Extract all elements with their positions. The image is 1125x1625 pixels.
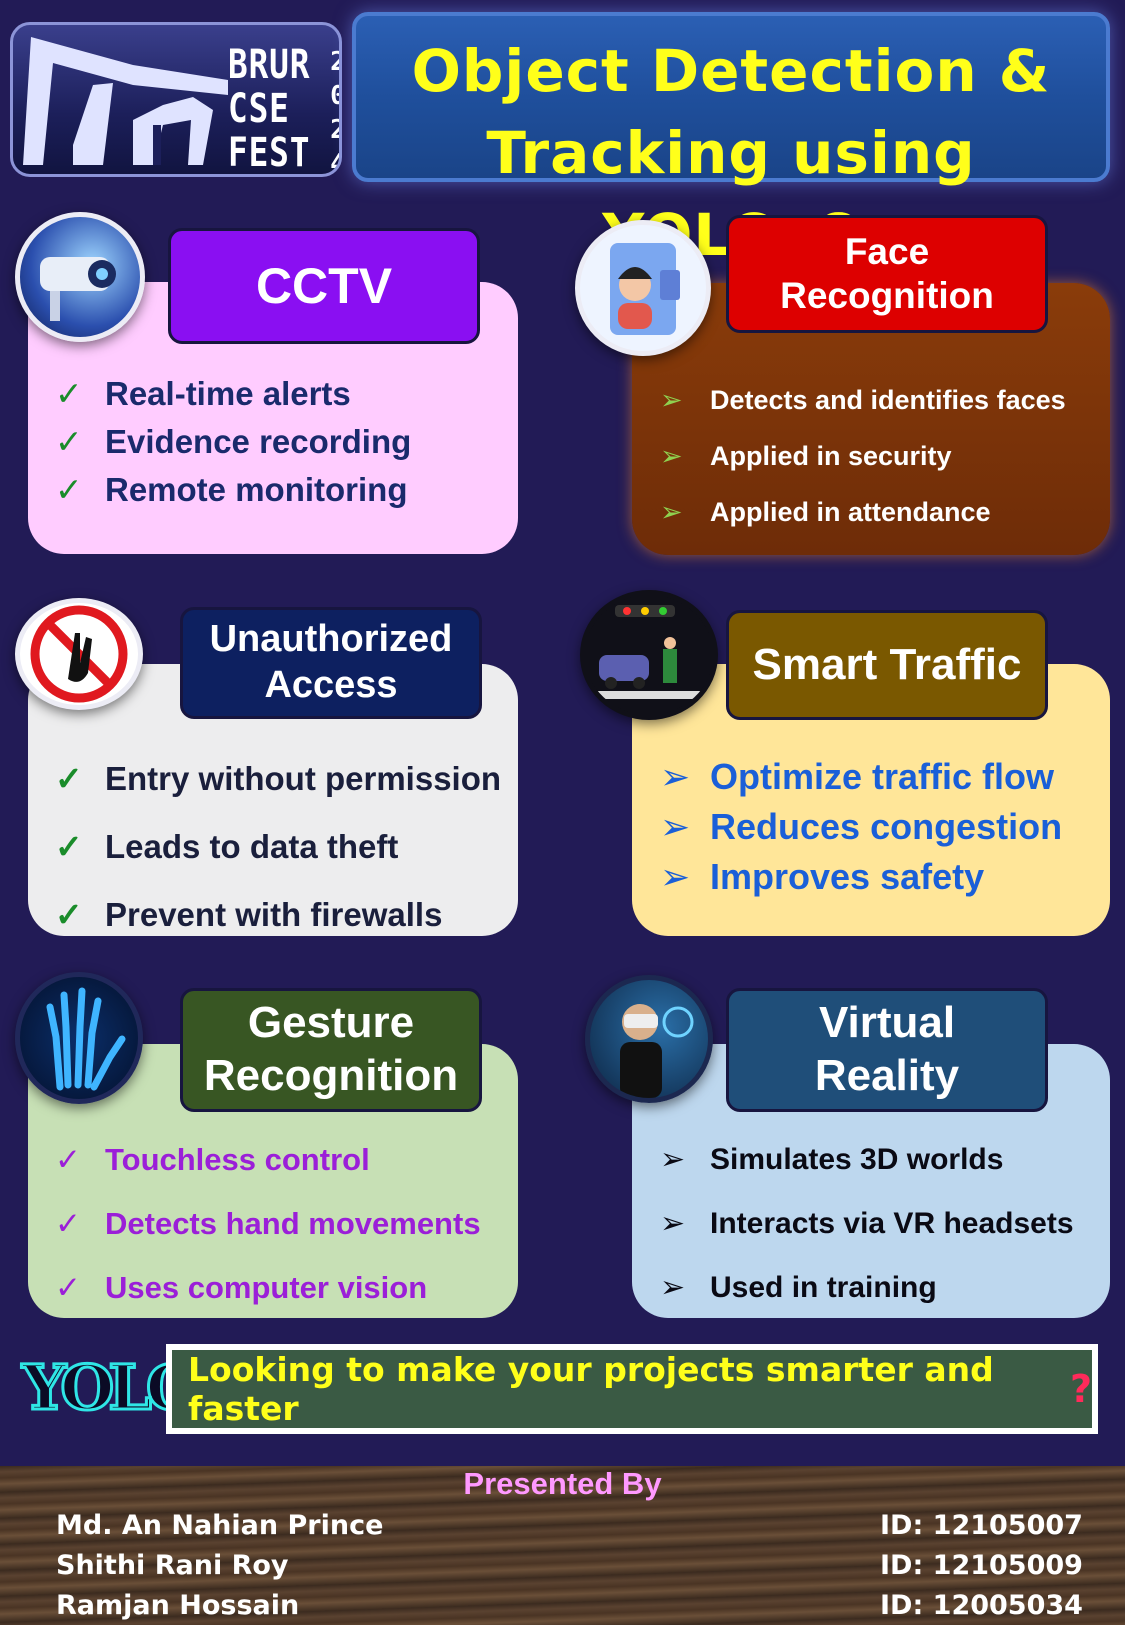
no-entry-icon: [15, 598, 143, 710]
list-item: ➢ Interacts via VR headsets: [660, 1192, 1120, 1256]
check-icon: ✓: [55, 423, 83, 460]
check-icon: ✓: [55, 760, 83, 797]
list-item: ✓ Prevent with firewalls: [55, 881, 505, 949]
list-item: ➢ Applied in attendance: [660, 484, 1100, 540]
cctv-label: CCTV: [168, 228, 480, 344]
arrow-icon: ➢: [660, 1143, 686, 1176]
list-item: ➢ Used in training: [660, 1256, 1120, 1320]
list-item: ➢ Reduces congestion: [660, 802, 1110, 852]
check-icon: ✓: [55, 1206, 81, 1241]
list-item: ✓ Real-time alerts: [55, 370, 495, 418]
face-recognition-label: Face Recognition: [726, 215, 1048, 333]
yolo-logo: YOLO: [21, 1350, 202, 1426]
cctv-list: ✓ Real-time alerts ✓ Evidence recording ✓ R…: [55, 370, 495, 514]
virtual-reality-label: Virtual Reality: [726, 988, 1048, 1112]
unauthorized-access-list: ✓ Entry without permission ✓ Leads to data…: [55, 745, 505, 949]
member-id: ID: 12105007: [880, 1510, 1083, 1541]
question-mark-icon: ?: [1069, 1367, 1092, 1411]
list-item: ➢ Simulates 3D worlds: [660, 1128, 1120, 1192]
arrow-icon: ➢: [660, 806, 691, 847]
traffic-scene-icon: [580, 590, 718, 720]
unauthorized-access-label: Unauthorized Access: [180, 607, 482, 719]
logo-line-brur: BRUR: [228, 42, 311, 88]
member-name: Shithi Rani Roy: [56, 1550, 289, 1581]
check-icon: ✓: [55, 828, 83, 865]
fest-logo: BRUR CSE FEST 2024: [10, 22, 342, 177]
list-item: ➢ Improves safety: [660, 852, 1110, 902]
face-scan-icon: [575, 220, 711, 356]
check-icon: ✓: [55, 1142, 81, 1177]
check-icon: ✓: [55, 471, 83, 508]
gesture-recognition-label: Gesture Recognition: [180, 988, 482, 1112]
list-item: ✓ Entry without permission: [55, 745, 505, 813]
check-icon: ✓: [55, 375, 83, 412]
smart-traffic-label: Smart Traffic: [726, 610, 1048, 720]
logo-line-fest: FEST: [228, 130, 311, 176]
building-logo-icon: [23, 37, 228, 165]
member-name: Ramjan Hossain: [56, 1590, 300, 1621]
arrow-icon: ➢: [660, 1207, 686, 1240]
member-id: ID: 12005034: [880, 1590, 1083, 1621]
hand-scan-icon: [15, 972, 143, 1104]
list-item: ➢ Applied in security: [660, 428, 1100, 484]
virtual-reality-list: ➢ Simulates 3D worlds ➢ Interacts via VR h…: [660, 1128, 1120, 1320]
arrow-icon: ➢: [660, 441, 683, 471]
cta-banner: Looking to make your projects smarter an…: [166, 1344, 1098, 1434]
vr-headset-person-icon: [585, 975, 713, 1103]
list-item: ✓ Remote monitoring: [55, 466, 495, 514]
member-id: ID: 12105009: [880, 1550, 1083, 1581]
page-title-line1: Object Detection &: [411, 37, 1051, 105]
list-item: ✓ Evidence recording: [55, 418, 495, 466]
arrow-icon: ➢: [660, 497, 683, 527]
smart-traffic-list: ➢ Optimize traffic flow ➢ Reduces congesti…: [660, 752, 1110, 902]
cctv-camera-icon: [15, 212, 145, 342]
gesture-recognition-list: ✓ Touchless control ✓ Detects hand movemen…: [55, 1128, 505, 1320]
arrow-icon: ➢: [660, 1271, 686, 1304]
list-item: ➢ Detects and identifies faces: [660, 372, 1100, 428]
check-icon: ✓: [55, 1270, 81, 1305]
footer-wood-panel: [0, 1466, 1125, 1625]
arrow-icon: ➢: [660, 856, 691, 897]
list-item: ✓ Detects hand movements: [55, 1192, 505, 1256]
arrow-icon: ➢: [660, 385, 683, 415]
presented-by-heading: Presented By: [463, 1466, 662, 1501]
list-item: ✓ Touchless control: [55, 1128, 505, 1192]
list-item: ✓ Uses computer vision: [55, 1256, 505, 1320]
title-banner: Object Detection & Tracking using YOLOv8: [352, 12, 1110, 269]
member-name: Md. An Nahian Prince: [56, 1510, 384, 1541]
cta-text: Looking to make your projects smarter an…: [188, 1350, 994, 1428]
list-item: ➢ Optimize traffic flow: [660, 752, 1110, 802]
logo-year: 2024: [328, 45, 339, 174]
arrow-icon: ➢: [660, 756, 691, 797]
logo-line-cse: CSE: [228, 86, 290, 132]
check-icon: ✓: [55, 896, 83, 933]
face-recognition-list: ➢ Detects and identifies faces ➢ Applied i…: [660, 372, 1100, 540]
list-item: ✓ Leads to data theft: [55, 813, 505, 881]
